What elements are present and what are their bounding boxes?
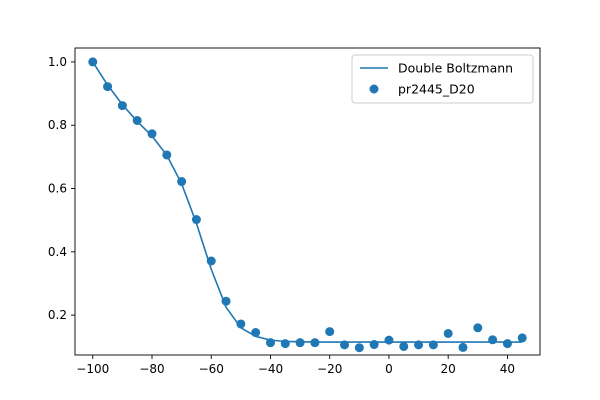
data-point (280, 339, 290, 349)
data-point (325, 327, 335, 337)
data-point (473, 323, 483, 333)
x-tick-label: −60 (199, 362, 224, 376)
legend-label-double-boltzmann: Double Boltzmann (398, 61, 513, 76)
data-point (147, 129, 157, 139)
legend: Double Boltzmann pr2445_D20 (351, 54, 534, 104)
data-point (428, 340, 438, 350)
legend-box (351, 54, 534, 104)
data-point (103, 82, 113, 92)
data-point (88, 57, 98, 67)
data-point (310, 338, 320, 348)
x-tick-label: 20 (441, 362, 456, 376)
y-tick-label: 0.2 (48, 308, 67, 322)
data-point (265, 338, 275, 348)
data-point (191, 215, 201, 225)
legend-label-pr2445-d20: pr2445_D20 (398, 82, 475, 97)
data-point (177, 177, 187, 187)
y-tick-label: 0.4 (48, 245, 67, 259)
data-point (458, 342, 468, 352)
data-point (488, 335, 498, 345)
data-point (221, 296, 231, 306)
axes: −100 −80 −60 −40 −20 0 20 40 0.2 0.4 0.6 0.8 1.0 (48, 47, 541, 376)
data-point (384, 335, 394, 345)
y-tick-label: 0.8 (48, 118, 67, 132)
data-point (354, 343, 364, 353)
x-tick-label: 0 (385, 362, 393, 376)
data-point (295, 338, 305, 348)
data-point (399, 341, 409, 351)
data-point (251, 328, 261, 338)
x-tick-label: −100 (76, 362, 109, 376)
x-tick-label: −20 (317, 362, 342, 376)
data-point (340, 340, 350, 350)
data-point (517, 333, 527, 343)
data-point (502, 339, 512, 349)
data-point (162, 150, 172, 160)
x-tick-label: 40 (500, 362, 515, 376)
data-point (206, 256, 216, 266)
data-point (443, 328, 453, 338)
x-tick-label: −80 (139, 362, 164, 376)
y-tick-label: 0.6 (48, 182, 67, 196)
x-tick-label: −40 (258, 362, 283, 376)
data-point (132, 115, 142, 125)
data-point (414, 340, 424, 350)
data-point (236, 319, 246, 329)
y-tick-label: 1.0 (48, 55, 67, 69)
axes-frame (74, 47, 541, 356)
data-point (117, 101, 127, 111)
legend-marker-swatch (369, 84, 379, 94)
data-point (369, 340, 379, 350)
plot-area (88, 57, 527, 353)
